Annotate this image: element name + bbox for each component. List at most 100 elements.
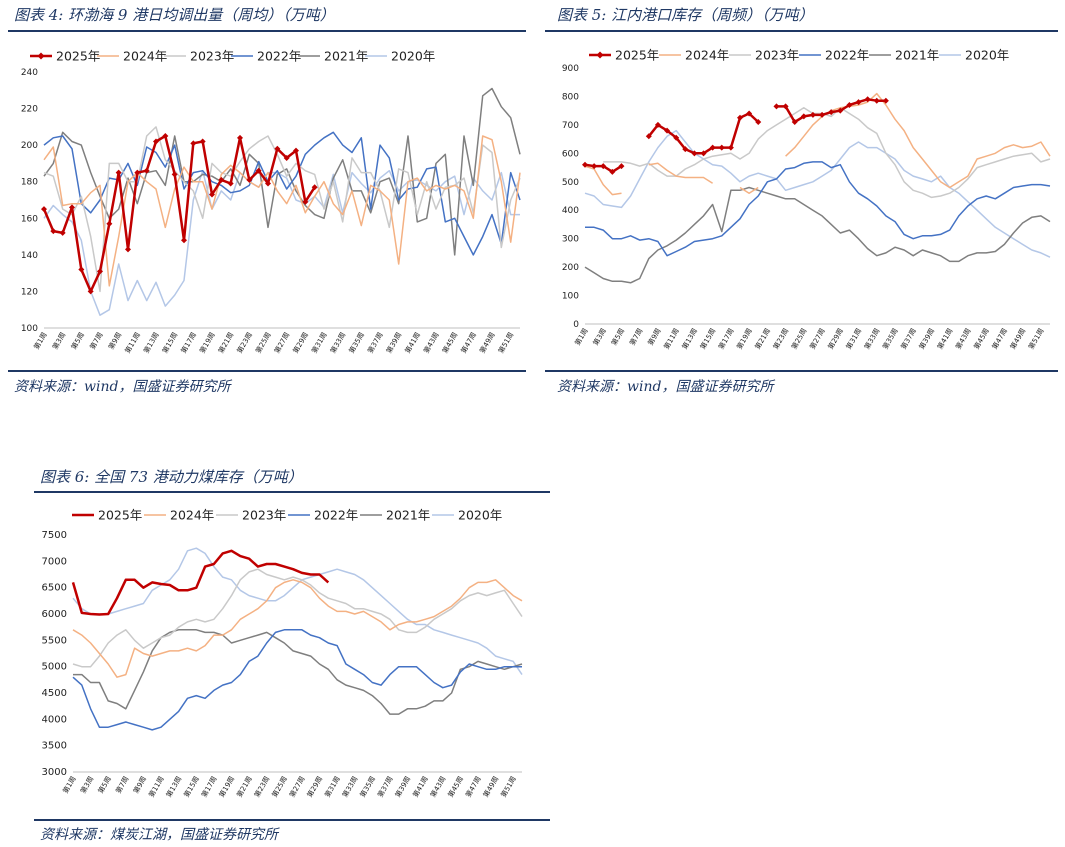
data-point-marker (255, 167, 262, 174)
legend-label: 2023年 (190, 49, 234, 64)
data-point-marker (209, 191, 215, 198)
series-line-2024年 (43, 135, 521, 287)
legend-label: 2025年 (98, 508, 142, 523)
data-point-marker (153, 138, 159, 145)
series-line-2025年 (71, 549, 330, 616)
data-point-marker (237, 134, 243, 141)
data-point-marker (199, 138, 206, 145)
x-tick-label: 第29周 (826, 327, 845, 351)
x-tick-label: 第23周 (252, 775, 271, 799)
y-tick-label: 700 (562, 121, 579, 131)
data-point-marker (143, 167, 150, 174)
y-tick-label: 120 (21, 287, 38, 297)
x-tick-label: 第19周 (217, 775, 236, 799)
x-tick-label: 第35周 (347, 331, 366, 355)
x-tick-label: 第49周 (1008, 327, 1027, 351)
legend-label: 2022年 (825, 48, 869, 63)
x-tick-label: 第9周 (106, 331, 123, 351)
data-point-marker (311, 184, 318, 191)
x-tick-label: 第11周 (123, 331, 142, 355)
data-point-marker (864, 96, 871, 103)
x-tick-label: 第25周 (253, 331, 272, 355)
legend-label: 2023年 (242, 508, 286, 523)
y-tick-label: 900 (562, 64, 579, 74)
data-point-marker (709, 144, 716, 151)
y-tick-label: 200 (562, 263, 579, 273)
data-point-marker (125, 246, 131, 253)
data-point-marker (218, 176, 225, 183)
data-point-marker (691, 150, 698, 157)
series-line-2025年 (42, 134, 316, 293)
y-tick-label: 6500 (42, 583, 67, 594)
y-tick-label: 800 (562, 92, 579, 102)
legend-label: 2021年 (895, 48, 939, 63)
data-point-marker (274, 145, 281, 152)
data-point-marker (591, 163, 598, 170)
x-tick-label: 第19周 (197, 331, 216, 355)
data-point-marker (828, 109, 835, 116)
y-tick-label: 4000 (42, 714, 67, 725)
x-tick-label: 第23周 (771, 327, 790, 351)
data-point-marker (846, 101, 853, 108)
data-point-marker (800, 113, 807, 120)
x-tick-label: 第25周 (270, 775, 289, 799)
x-tick-label: 第37周 (375, 775, 394, 799)
x-tick-label: 第35周 (358, 775, 377, 799)
data-point-marker (755, 119, 762, 126)
data-point-marker (873, 97, 880, 104)
x-tick-label: 第51周 (496, 331, 515, 355)
y-tick-label: 7000 (42, 556, 67, 567)
data-point-marker (673, 134, 680, 141)
x-tick-label: 第9周 (131, 775, 148, 795)
data-point-marker (791, 119, 798, 126)
series-line-2023年 (72, 568, 523, 668)
series-line-2024年 (72, 579, 523, 678)
y-tick-label: 240 (21, 68, 38, 78)
y-tick-label: 5000 (42, 662, 67, 673)
x-tick-label: 第3周 (78, 775, 95, 795)
x-tick-label: 第13周 (141, 331, 160, 355)
y-tick-label: 3500 (42, 741, 67, 752)
source-divider-1 (8, 370, 526, 372)
x-tick-label: 第15周 (698, 327, 717, 351)
series-line-2021年 (43, 87, 521, 256)
data-point-marker (782, 103, 789, 110)
data-point-marker (190, 140, 197, 147)
y-tick-label: 400 (562, 206, 579, 216)
x-tick-label: 第21周 (235, 775, 254, 799)
legend-label: 2021年 (386, 508, 430, 523)
chart-title-2: 图表 5: 江内港口库存（周频）（万吨） (557, 6, 814, 24)
x-tick-label: 第39周 (384, 331, 403, 355)
series-line-2021年 (73, 629, 523, 715)
data-point-marker (700, 150, 707, 157)
legend-marker (596, 51, 604, 59)
legend-label: 2022年 (314, 508, 358, 523)
data-point-marker (773, 103, 780, 110)
x-tick-label: 第43周 (428, 775, 447, 799)
x-tick-label: 第9周 (646, 327, 663, 347)
x-tick-label: 第37周 (365, 331, 384, 355)
data-point-marker (171, 171, 178, 178)
x-tick-label: 第39周 (917, 327, 936, 351)
data-point-marker (609, 168, 616, 175)
title-divider-1 (8, 30, 526, 32)
data-point-marker (727, 144, 734, 151)
data-point-marker (293, 147, 299, 154)
y-tick-label: 180 (21, 178, 38, 188)
series-line-2020年 (72, 547, 523, 676)
y-tick-label: 600 (562, 149, 579, 159)
data-point-marker (246, 176, 253, 183)
y-tick-label: 7500 (42, 530, 67, 541)
x-tick-label: 第7周 (88, 331, 105, 351)
series-line-2020年 (584, 129, 1051, 258)
x-tick-label: 第51周 (1026, 326, 1045, 350)
x-tick-label: 第29周 (305, 775, 324, 799)
data-point-marker (855, 99, 862, 106)
x-tick-label: 第41周 (411, 775, 430, 799)
series-line-2022年 (72, 629, 522, 731)
source-divider-3 (34, 819, 550, 821)
x-tick-label: 第13周 (680, 327, 699, 351)
x-tick-label: 第27周 (272, 331, 291, 355)
y-tick-label: 0 (573, 320, 579, 330)
